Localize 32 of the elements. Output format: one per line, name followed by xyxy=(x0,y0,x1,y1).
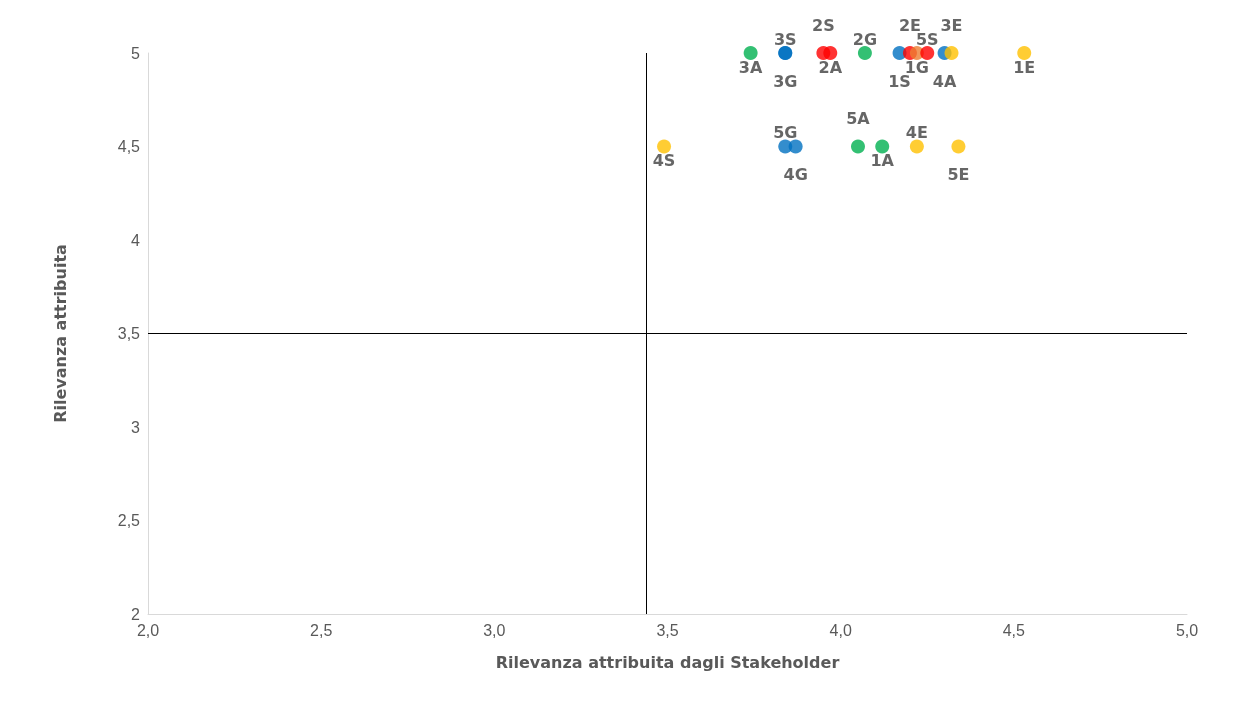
annotation: 2S xyxy=(812,15,835,35)
annotation: 5G xyxy=(773,123,798,142)
annotation: 2A xyxy=(818,57,843,77)
y-axis-title: Rilevanza attribuita xyxy=(50,244,70,423)
x-tick-label: 4,0 xyxy=(829,621,852,639)
x-tick-label: 2,0 xyxy=(136,621,160,639)
annotation: 3G xyxy=(773,71,798,91)
x-tick-label: 3,0 xyxy=(483,621,506,639)
x-tick-label: 4,5 xyxy=(1002,621,1026,639)
x-tick-label: 5,0 xyxy=(1175,621,1199,639)
annotation: 3A xyxy=(738,57,763,77)
annotation: 5A xyxy=(846,109,871,128)
y-tick-label: 4,5 xyxy=(117,138,141,155)
x-tick-label: 2,5 xyxy=(310,621,333,639)
x-tick-label: 3,5 xyxy=(656,621,679,639)
annotation: 4A xyxy=(932,71,957,91)
annotation: 4S xyxy=(652,151,676,170)
annotation: 5E xyxy=(947,165,970,184)
y-tick-label: 4 xyxy=(131,231,141,249)
y-tick-label: 2 xyxy=(131,605,141,623)
annotation: 1E xyxy=(1013,57,1036,77)
y-tick-label: 2,5 xyxy=(117,512,141,529)
annotation: 4E xyxy=(905,123,928,142)
annotation: 1A xyxy=(870,151,895,170)
annotation: 4G xyxy=(783,165,808,184)
y-tick-label: 3,5 xyxy=(117,325,141,342)
annotation: 3E xyxy=(940,15,963,35)
y-tick-label: 3 xyxy=(131,418,141,436)
annotation: 2G xyxy=(852,29,878,49)
annotation: 3S xyxy=(773,29,797,49)
x-axis-title: Rilevanza attribuita dagli Stakeholder xyxy=(495,652,840,672)
y-tick-label: 5 xyxy=(131,44,141,62)
